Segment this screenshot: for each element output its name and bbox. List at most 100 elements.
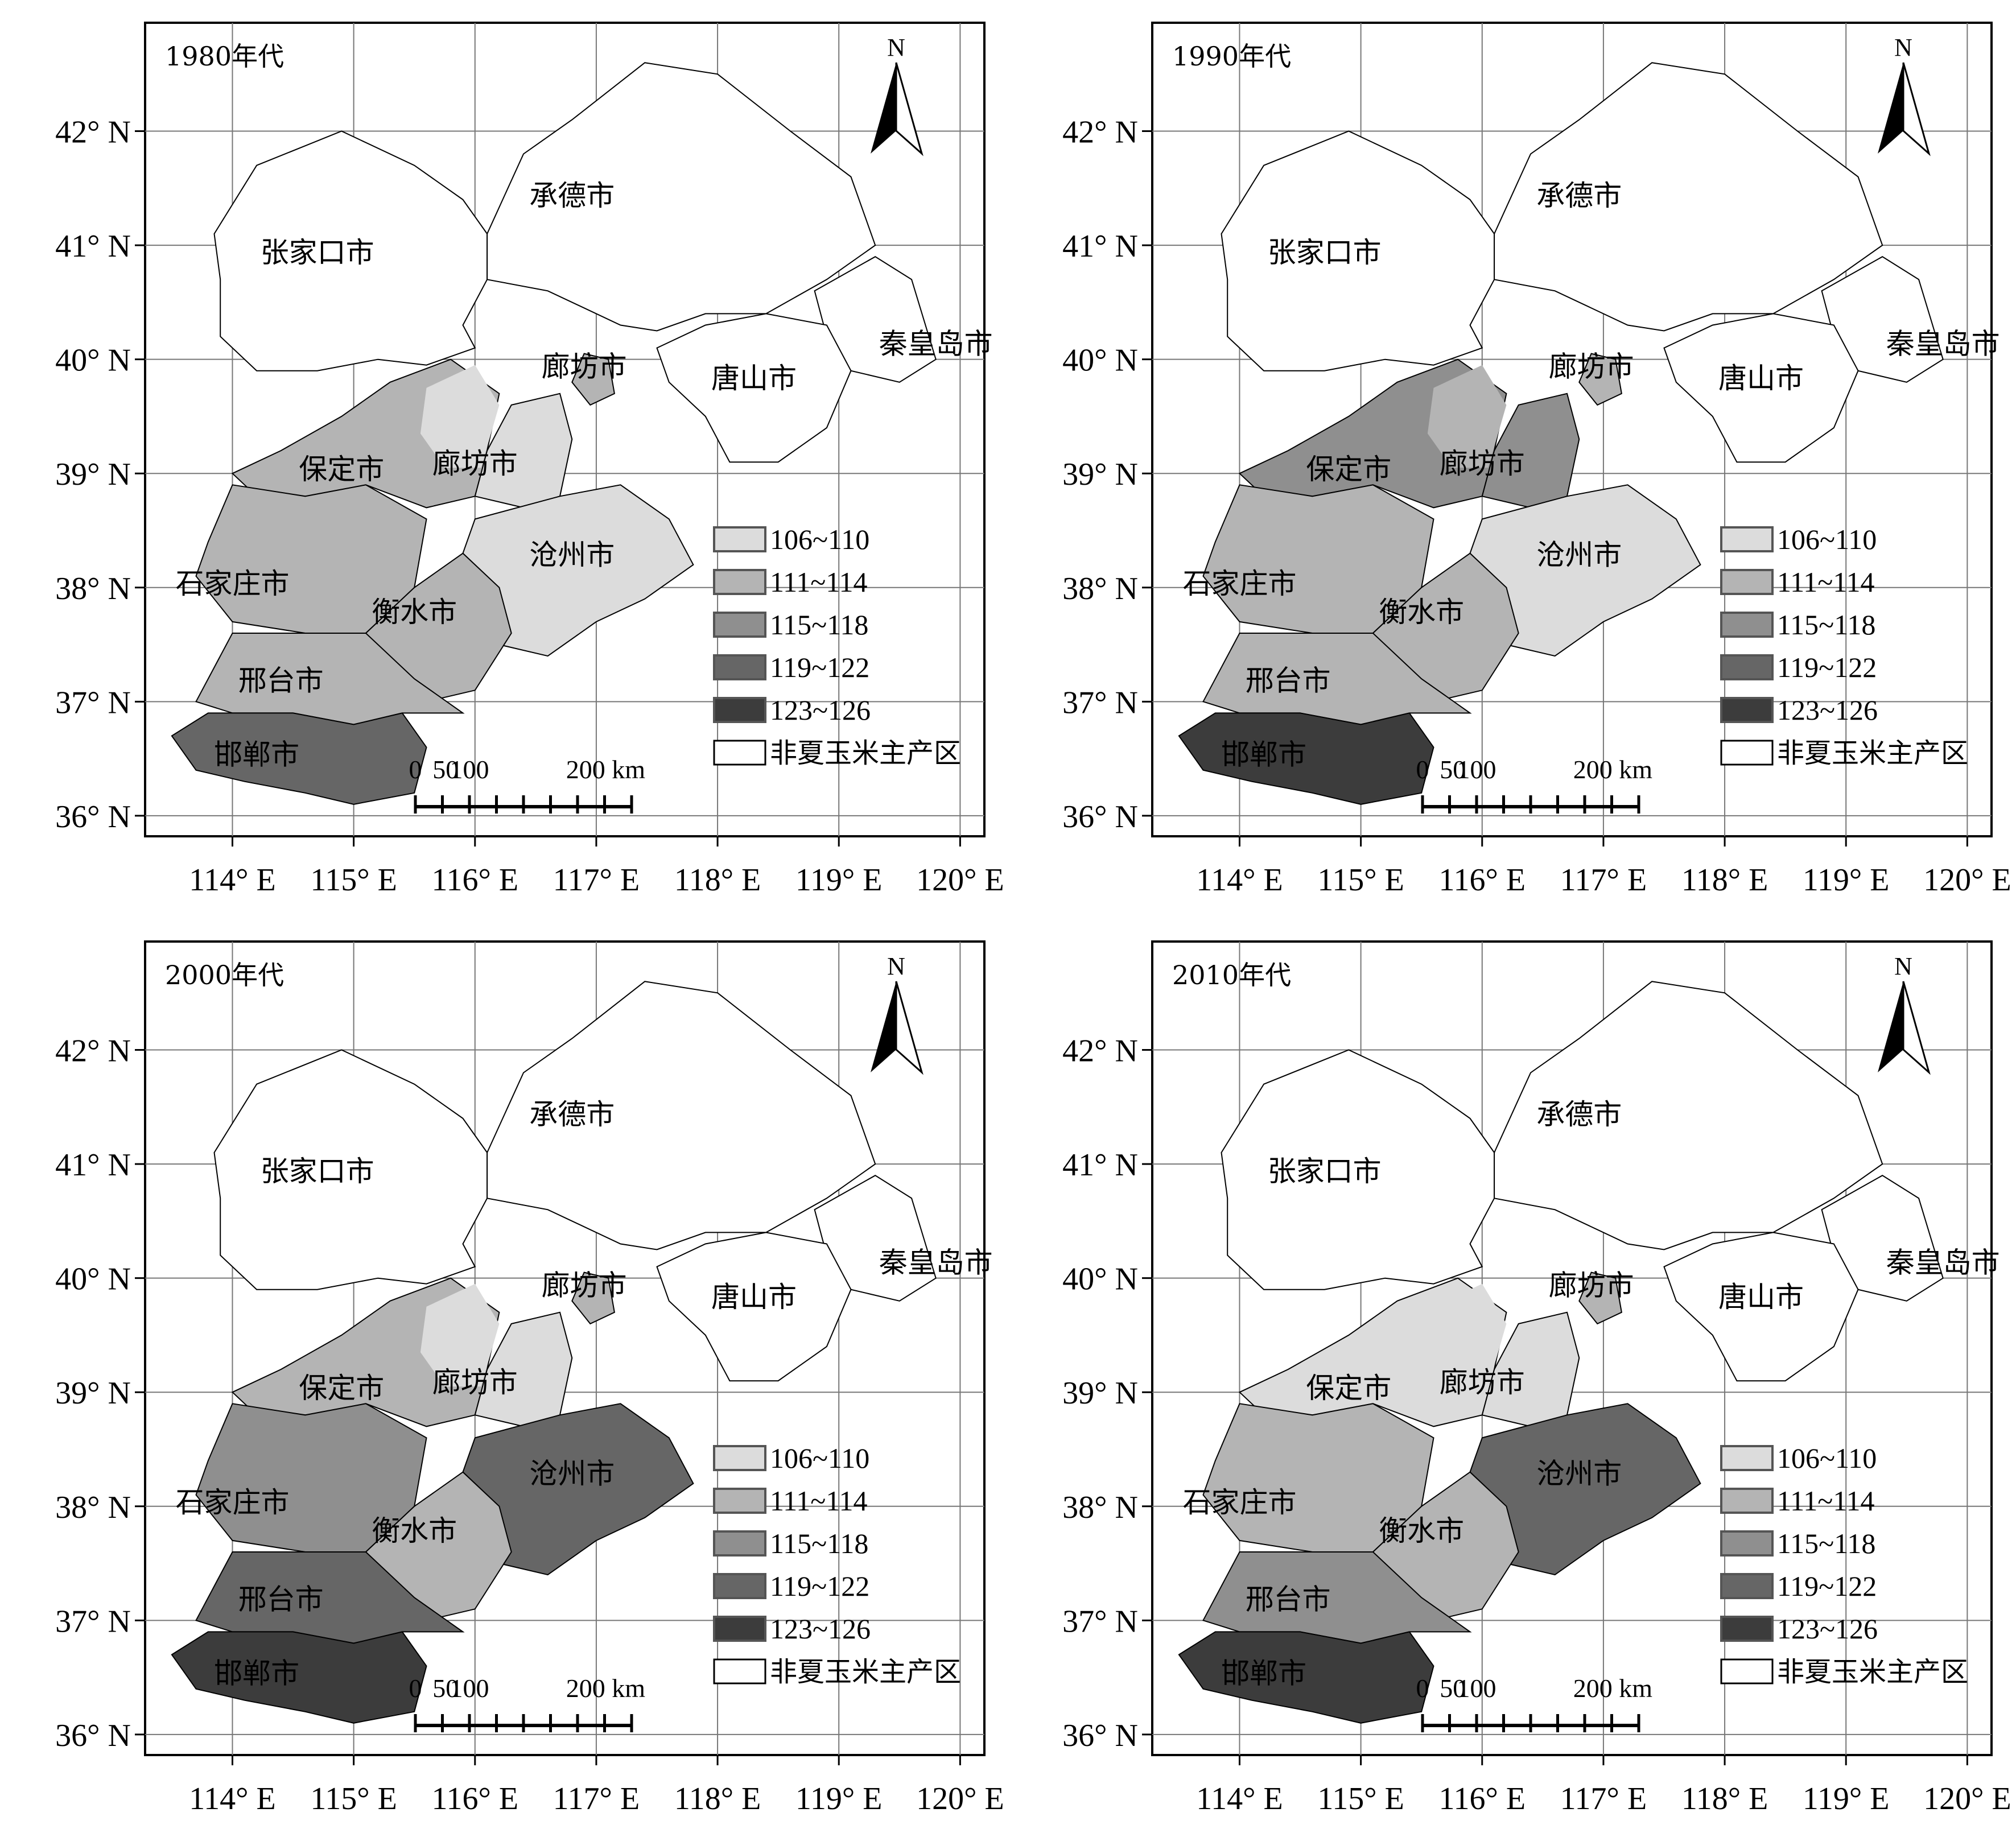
region-tangshan: [656, 313, 852, 463]
y-tick-label: 36° N: [1062, 1718, 1138, 1753]
legend-label-non-region: 非夏玉米主产区: [770, 1656, 961, 1688]
y-tick-label: 39° N: [55, 1376, 131, 1411]
north-arrow-right: [1902, 62, 1931, 156]
city-label-zhangjiakou: 张家口市: [261, 1155, 374, 1188]
y-tick-label: 40° N: [55, 343, 131, 378]
x-tick-label: 117° E: [553, 1781, 640, 1816]
scale-label: 200 km: [566, 755, 646, 784]
region-zhangjiakou: [1221, 130, 1495, 371]
x-tick-label: 118° E: [674, 1781, 761, 1816]
north-arrow-right: [895, 981, 924, 1075]
city-label-qinhuangdao: 秦皇岛市: [1886, 1246, 2000, 1279]
city-label-langfang_north: 廊坊市: [542, 350, 627, 383]
legend-label: 111~114: [770, 1485, 867, 1517]
scale-label: 50: [432, 755, 459, 784]
scale-label: 100: [450, 755, 489, 784]
zone-baoding-ne: [1427, 1283, 1507, 1387]
x-tick-label: 114° E: [1196, 862, 1283, 898]
region-tangshan: [656, 1232, 852, 1382]
region-handan: [171, 1631, 427, 1724]
scale-label: 50: [1440, 1674, 1466, 1703]
x-tick-label: 115° E: [310, 862, 397, 898]
legend-swatch-non-region: [1720, 740, 1774, 766]
region-chengde: [1494, 981, 1883, 1250]
city-label-xingtai: 邢台市: [1246, 664, 1331, 697]
legend-swatch: [713, 1530, 766, 1556]
region-zhangjiakou: [1221, 1049, 1495, 1290]
city-label-baoding: 保定市: [1306, 1372, 1391, 1405]
north-label: N: [1894, 34, 1912, 61]
legend-label: 115~118: [770, 1527, 868, 1559]
city-label-tangshan: 唐山市: [711, 1281, 797, 1314]
region-langfang_north: [571, 1271, 616, 1325]
legend-label: 106~110: [1777, 523, 1877, 555]
axis-labels: 114° E 115° E 116° E 117° E 118° E 119° E 120°…: [1062, 1034, 2011, 1817]
region-chengde: [487, 981, 876, 1250]
y-tick-label: 37° N: [1062, 685, 1138, 720]
north-arrow-icon: N: [1878, 952, 1931, 1075]
city-label-chengde: 承德市: [529, 179, 615, 212]
regions: [171, 981, 937, 1724]
legend-label: 106~110: [770, 1442, 869, 1474]
scale-label: 50: [1440, 755, 1466, 784]
legend-swatch: [713, 569, 766, 595]
region-langfang: [1481, 393, 1580, 509]
y-tick-label: 36° N: [55, 1718, 131, 1753]
legend-label: 115~118: [770, 609, 868, 641]
legend: 106~110 111~114 115~118 119~122 123~126 非夏玉米主…: [713, 1442, 961, 1688]
city-label-handan: 邯郸市: [214, 1657, 299, 1690]
city-label-zhangjiakou: 张家口市: [1268, 1155, 1382, 1188]
y-tick-label: 39° N: [1062, 1376, 1138, 1411]
y-tick-label: 41° N: [1062, 1147, 1138, 1183]
city-label-handan: 邯郸市: [214, 738, 299, 771]
city-label-hengshui: 衡水市: [372, 1514, 457, 1547]
legend-label: 123~126: [1777, 1613, 1878, 1645]
y-tick-label: 40° N: [1062, 1262, 1138, 1297]
legend-swatch-non-region: [1720, 1658, 1774, 1685]
region-tangshan: [1663, 1232, 1859, 1382]
x-tick-label: 120° E: [916, 862, 1004, 898]
y-tick-label: 37° N: [1062, 1604, 1138, 1639]
decade-label: 2000年代: [165, 960, 284, 990]
x-tick-label: 120° E: [1923, 862, 2011, 898]
x-tick-label: 119° E: [1803, 862, 1890, 898]
legend-label: 106~110: [1777, 1442, 1877, 1474]
north-label: N: [887, 34, 905, 61]
region-langfang: [1481, 1311, 1580, 1427]
x-tick-label: 114° E: [189, 862, 276, 898]
city-label-shijiazhuang: 石家庄市: [1183, 567, 1297, 600]
north-arrow-icon: N: [871, 34, 924, 156]
region-zhangjiakou: [213, 1049, 488, 1290]
y-tick-label: 42° N: [55, 1034, 131, 1069]
legend-swatch-non-region: [713, 1658, 766, 1685]
city-label-qinhuangdao: 秦皇岛市: [879, 328, 993, 361]
x-tick-label: 115° E: [1317, 1781, 1404, 1816]
x-tick-label: 119° E: [1803, 1781, 1890, 1816]
legend-swatch: [1720, 697, 1774, 723]
y-tick-label: 41° N: [1062, 229, 1138, 264]
y-tick-label: 42° N: [1062, 115, 1138, 150]
city-label-cangzhou: 沧州市: [1536, 539, 1622, 572]
city-label-hengshui: 衡水市: [372, 596, 457, 629]
y-tick-label: 36° N: [55, 799, 131, 835]
x-tick-label: 118° E: [1681, 862, 1768, 898]
city-label-baoding: 保定市: [299, 453, 384, 486]
city-label-tangshan: 唐山市: [711, 362, 797, 395]
regions: [171, 62, 937, 805]
y-tick-label: 40° N: [55, 1262, 131, 1297]
city-label-handan: 邯郸市: [1221, 1657, 1306, 1690]
city-label-cangzhou: 沧州市: [529, 1458, 615, 1491]
legend-swatch: [1720, 569, 1774, 595]
x-tick-label: 117° E: [1560, 1781, 1647, 1816]
city-label-chengde: 承德市: [529, 1098, 615, 1131]
y-tick-label: 39° N: [1062, 457, 1138, 492]
legend-swatch: [1720, 1445, 1774, 1471]
north-arrow-right: [895, 62, 924, 156]
legend-label: 123~126: [1777, 694, 1878, 726]
